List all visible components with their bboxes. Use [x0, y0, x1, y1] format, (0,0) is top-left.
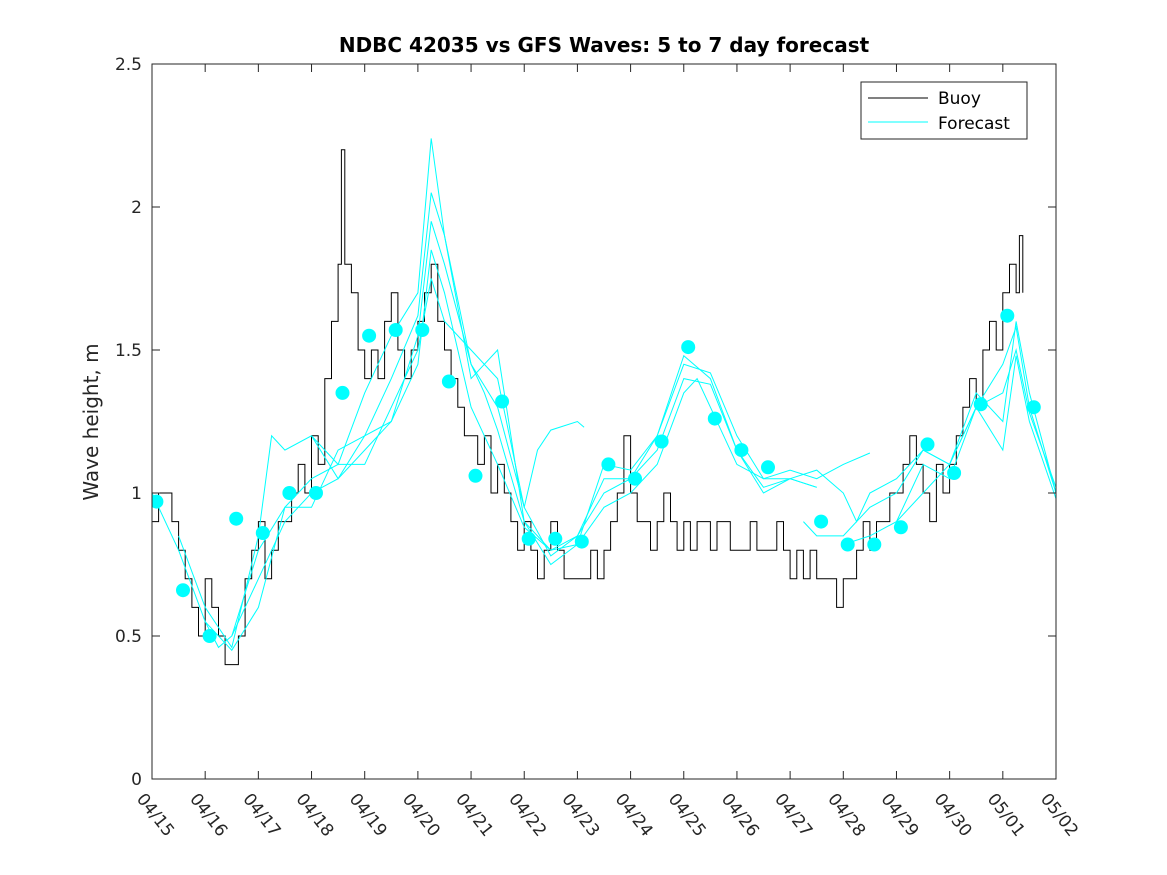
forecast-marker-point [468, 468, 483, 483]
forecast-marker-point [1000, 308, 1015, 323]
legend-forecast-label: Forecast [938, 114, 1010, 134]
forecast-run-line-1 [152, 249, 817, 649]
forecast-marker-point [521, 531, 536, 546]
y-tick-label: 0.5 [115, 627, 142, 647]
plot-frame [151, 63, 1057, 780]
forecast-marker-point [920, 437, 935, 452]
forecast-marker-point [628, 471, 642, 486]
chart-marks [152, 138, 1056, 666]
y-tick-label: 1.5 [115, 341, 142, 361]
y-tick-labels: 0 0.5 1 1.5 2 2.5 [115, 55, 142, 790]
forecast-marker-point [388, 323, 403, 337]
forecast-marker-point [707, 411, 722, 426]
forecast-marker-point [309, 486, 323, 500]
forecast-marker-point [601, 457, 616, 472]
y-tick-label: 1 [131, 484, 142, 504]
buoy-series-line [152, 149, 1024, 666]
forecast-marker-point [415, 323, 430, 337]
plot-area [152, 64, 1056, 779]
legend-buoy-label: Buoy [938, 89, 981, 109]
forecast-marker-point [654, 434, 669, 449]
legend: Buoy Forecast [860, 81, 1028, 140]
forecast-marker-point [867, 537, 882, 552]
forecast-marker-point [335, 385, 350, 400]
forecast-marker-point [574, 534, 589, 549]
forecast-marker-point [176, 583, 190, 598]
forecast-marker-point [362, 328, 377, 343]
forecast-marker-point [548, 531, 563, 546]
forecast-marker-point [202, 629, 217, 643]
forecast-marker-point [282, 486, 297, 500]
forecast-marker-point [734, 443, 749, 458]
y-axis-title: Wave height, m [79, 343, 103, 500]
forecast-marker-point [495, 394, 510, 409]
forecast-run-line-6 [803, 321, 1056, 537]
forecast-marker-point [840, 537, 855, 552]
forecast-marker-point [229, 511, 244, 526]
forecast-run-line-7 [843, 348, 1056, 545]
forecast-marker-point [152, 494, 164, 509]
forecast-run-line-8 [896, 355, 1056, 522]
forecast-marker-point [681, 340, 696, 355]
forecast-marker-point [441, 374, 456, 389]
y-tick-label: 2.5 [115, 55, 142, 75]
forecast-run-line-2 [178, 138, 585, 649]
forecast-marker-point [255, 526, 270, 540]
forecast-marker-point [893, 520, 908, 535]
forecast-marker-point [947, 466, 962, 480]
chart-title: NDBC 42035 vs GFS Waves: 5 to 7 day fore… [339, 33, 870, 57]
forecast-run-line-5 [311, 192, 817, 551]
forecast-marker-point [761, 460, 775, 475]
forecast-marker-point [814, 514, 829, 529]
y-tick-label: 0 [131, 770, 142, 790]
y-tick-label: 2 [131, 198, 142, 218]
legend-box [860, 81, 1028, 140]
forecast-marker-point [1026, 400, 1041, 415]
axis-ticks [151, 63, 1057, 780]
forecast-marker-point [973, 397, 988, 412]
